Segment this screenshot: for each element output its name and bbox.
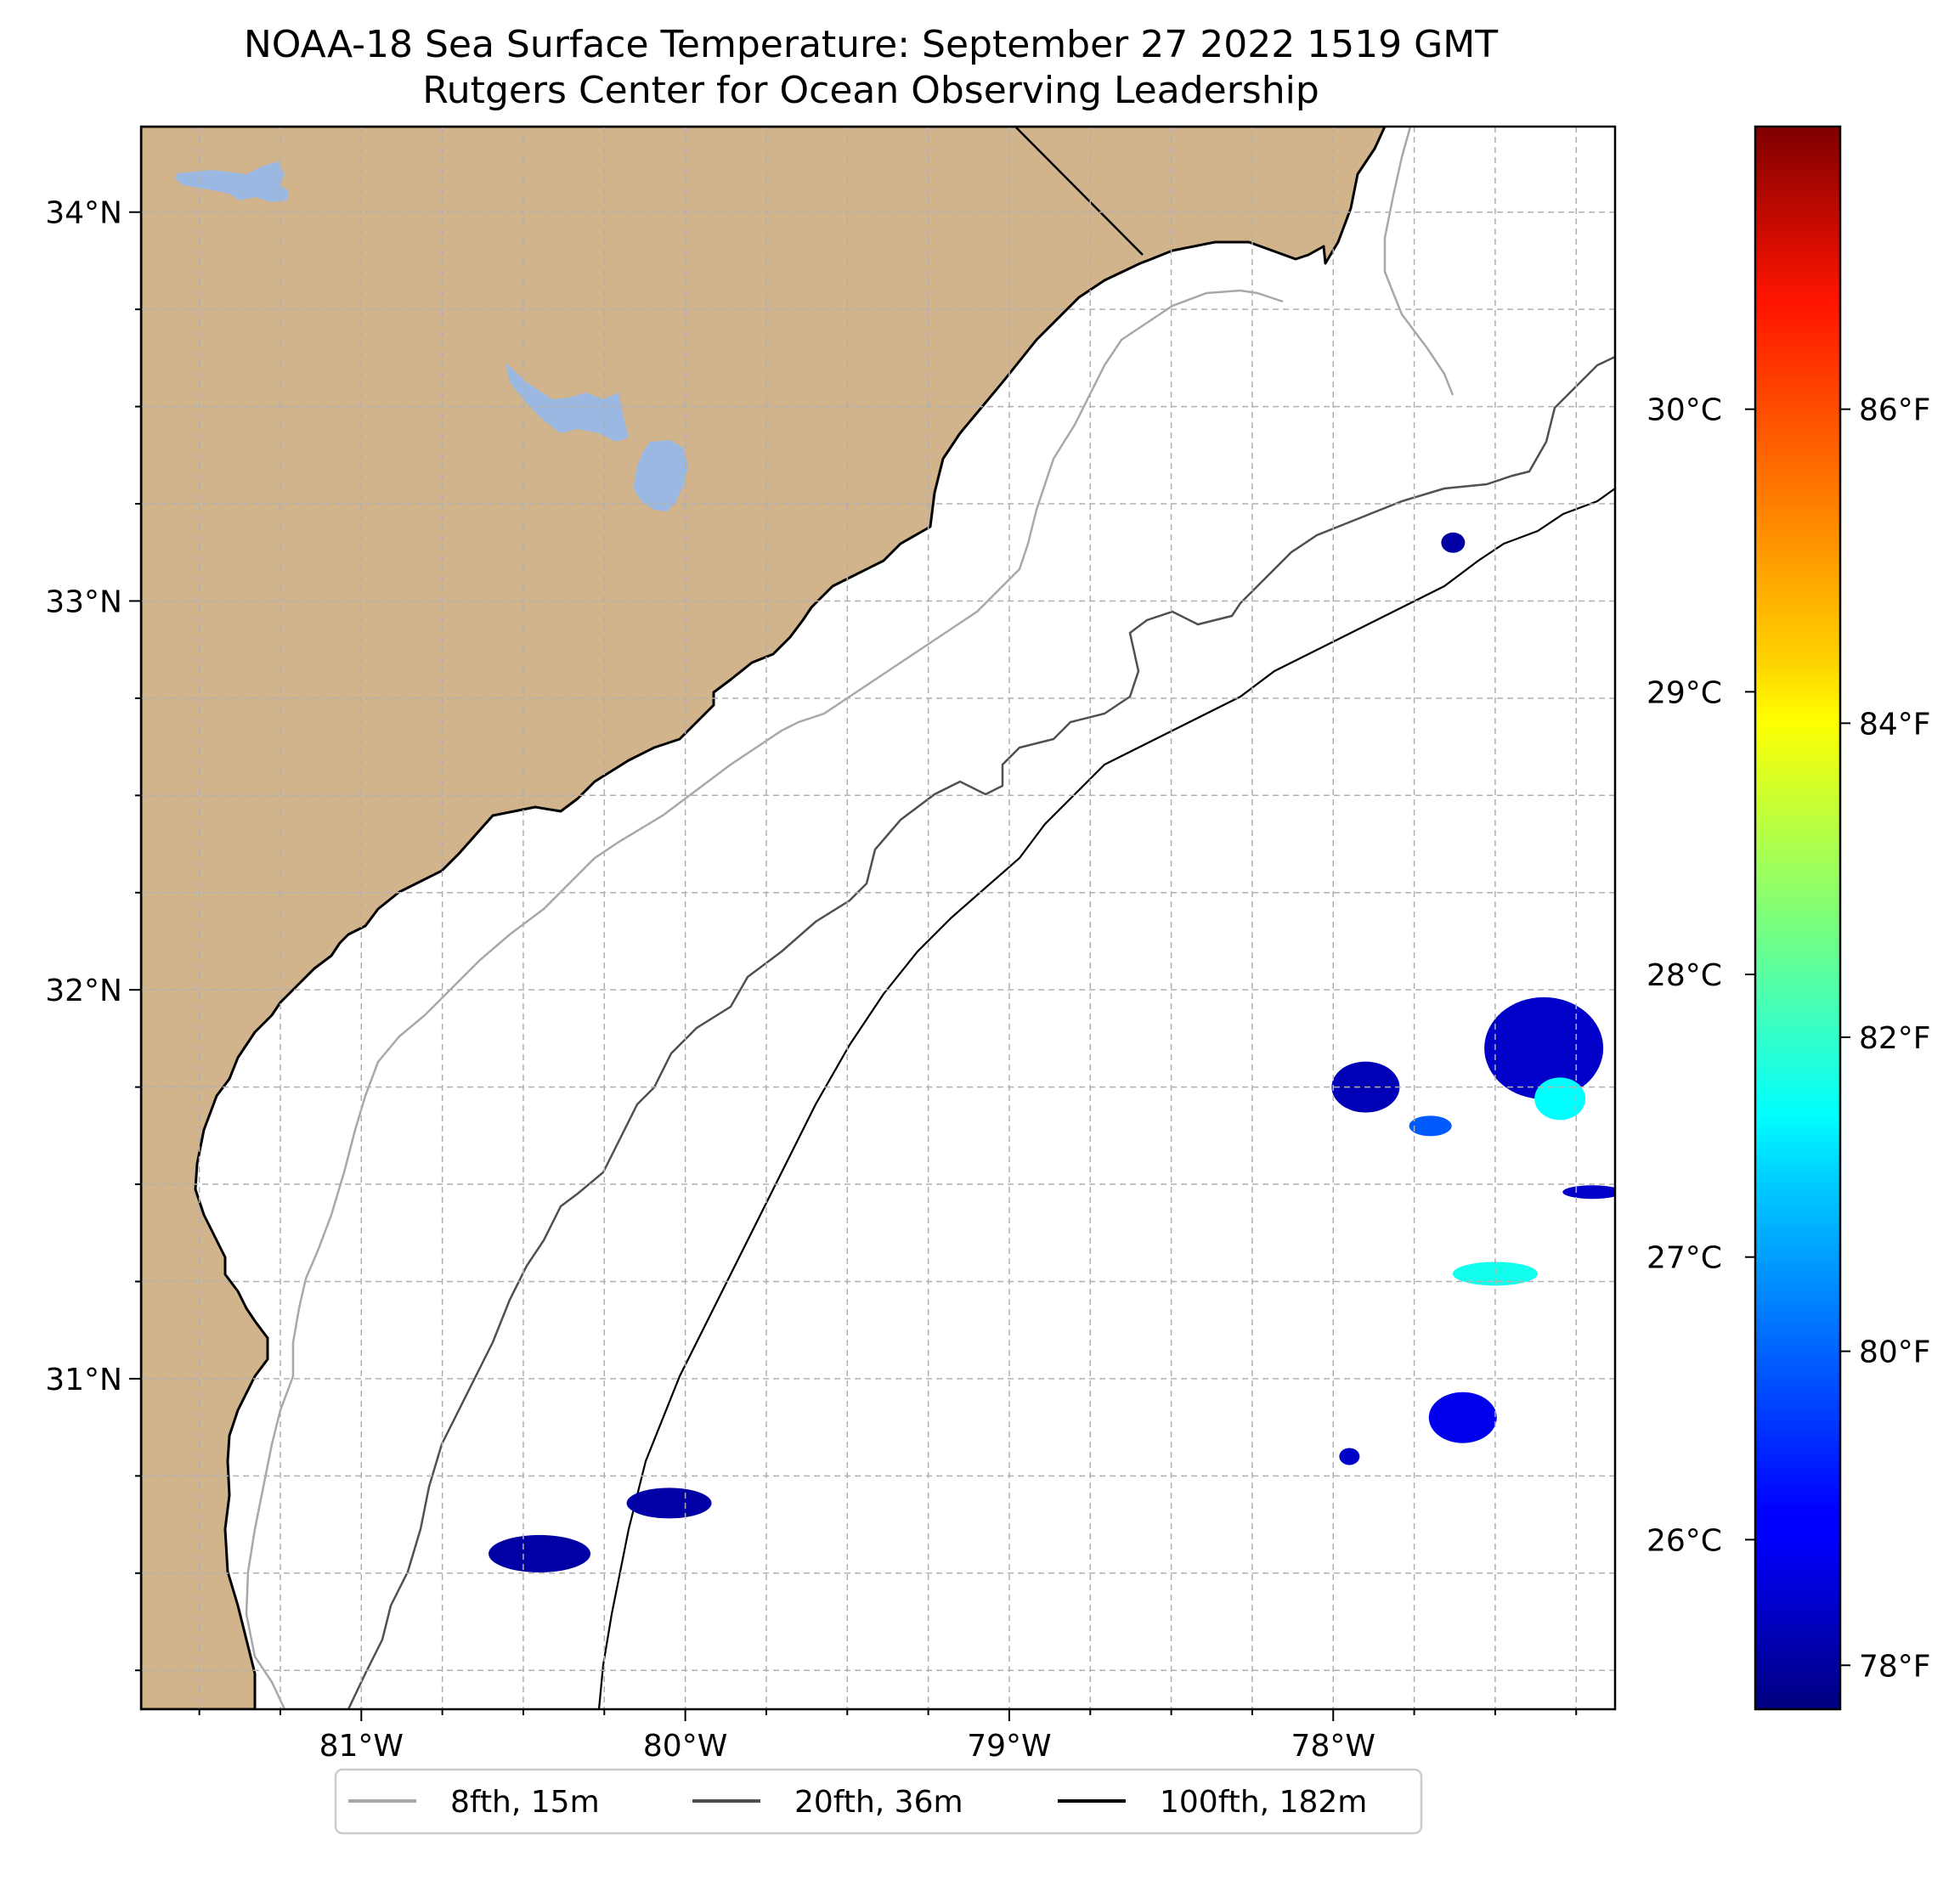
legend-box (334, 1768, 1423, 1835)
contour-legend: 8fth, 15m 20fth, 36m 100fth, 182m (334, 1768, 1423, 1835)
sst-patch (626, 1488, 712, 1519)
colorbar-gradient (1754, 125, 1842, 1711)
lat-tick-label: 31°N (45, 1363, 122, 1397)
celsius-tick-label: 26°C (1647, 1523, 1722, 1558)
title-line-2: Rutgers Center for Ocean Observing Leade… (422, 69, 1319, 112)
map-frame (139, 125, 1617, 1711)
celsius-tick-label: 30°C (1647, 393, 1722, 428)
depth-contour-100fth (597, 488, 1615, 1709)
title-line-1: NOAA-18 Sea Surface Temperature: Septemb… (244, 23, 1498, 66)
sst-patch (1562, 1185, 1615, 1200)
fahrenheit-tick-label: 86°F (1859, 393, 1931, 428)
celsius-tick-label: 29°C (1647, 675, 1722, 710)
lat-tick-label: 32°N (45, 974, 122, 1008)
sst-patch (1339, 1448, 1360, 1465)
sst-patch (1409, 1115, 1452, 1137)
sst-patch (1441, 532, 1466, 553)
lat-tick-label: 34°N (45, 196, 122, 231)
lat-tick-label: 33°N (45, 584, 122, 619)
colorbar: 26°C 27°C 28°C 29°C 30°C 78°F 80°F 82°F 84°F 86°F (1647, 125, 1931, 1711)
legend-label-100fth: 100fth, 182m (1160, 1785, 1367, 1820)
map-area: 81°W 80°W 79°W 78°W 34°N 33°N 32°N 31°N (45, 125, 1617, 1764)
legend-label-8fth: 8fth, 15m (450, 1785, 600, 1820)
depth-contour-20fth (347, 355, 1615, 1709)
state-boundary (1014, 127, 1144, 256)
sst-patch (1428, 1392, 1497, 1443)
gridlines (141, 127, 1615, 1709)
lon-tick-label: 81°W (319, 1729, 404, 1764)
celsius-tick-label: 28°C (1647, 958, 1722, 993)
fahrenheit-tick-label: 82°F (1859, 1021, 1931, 1056)
celsius-tick-label: 27°C (1647, 1241, 1722, 1276)
sst-patch (1484, 996, 1604, 1099)
lon-tick-label: 79°W (967, 1729, 1051, 1764)
map-ticks: 81°W 80°W 79°W 78°W 34°N 33°N 32°N 31°N (45, 196, 1578, 1764)
lon-tick-label: 78°W (1291, 1729, 1375, 1764)
depth-contour-8fth (245, 127, 1454, 1709)
fahrenheit-tick-label: 80°F (1859, 1335, 1931, 1370)
fahrenheit-tick-label: 84°F (1859, 707, 1931, 742)
lon-tick-label: 80°W (643, 1729, 727, 1764)
fahrenheit-tick-label: 78°F (1859, 1649, 1931, 1684)
legend-label-20fth: 20fth, 36m (794, 1785, 963, 1820)
colorbar-ticks: 26°C 27°C 28°C 29°C 30°C 78°F 80°F 82°F 84°F 86°F (1647, 393, 1931, 1685)
sst-patch (489, 1534, 591, 1572)
land-mass (141, 127, 1387, 1709)
lakes (175, 161, 688, 511)
sst-patch (1534, 1077, 1586, 1121)
